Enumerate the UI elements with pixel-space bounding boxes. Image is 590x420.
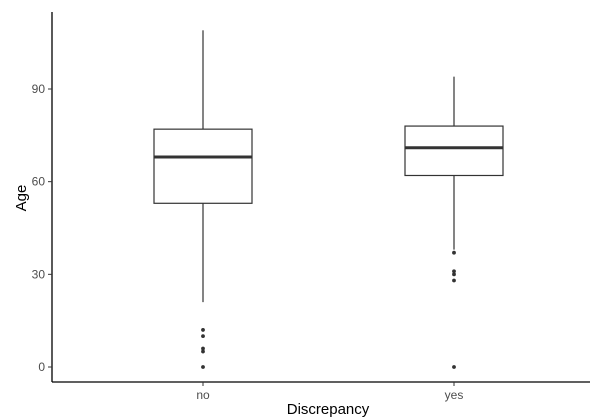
y-tick-label: 0	[38, 360, 45, 374]
x-tick-label: yes	[445, 388, 464, 402]
box-no	[153, 30, 253, 369]
outlier-point	[201, 334, 205, 339]
y-axis-title: Age	[13, 185, 30, 212]
x-axis: no yes	[52, 381, 590, 402]
outlier-point	[201, 349, 205, 354]
outlier-point	[452, 278, 456, 283]
outlier-point	[201, 365, 205, 369]
box-yes	[404, 76, 504, 369]
x-tick-label: no	[196, 388, 210, 402]
y-tick-label: 30	[32, 267, 46, 281]
outlier-point	[452, 272, 456, 277]
y-axis: 0 30 60 90	[32, 12, 53, 382]
outlier-point	[452, 365, 456, 369]
y-tick-label: 90	[32, 82, 46, 96]
x-axis-title: Discrepancy	[287, 401, 370, 418]
outlier-point	[452, 250, 456, 255]
iqr-box	[404, 125, 504, 177]
outlier-point	[452, 269, 456, 274]
outlier-point	[201, 346, 205, 351]
y-tick-label: 60	[32, 175, 46, 189]
outlier-point	[201, 328, 205, 332]
plot-area	[153, 30, 504, 369]
iqr-box	[153, 128, 253, 204]
